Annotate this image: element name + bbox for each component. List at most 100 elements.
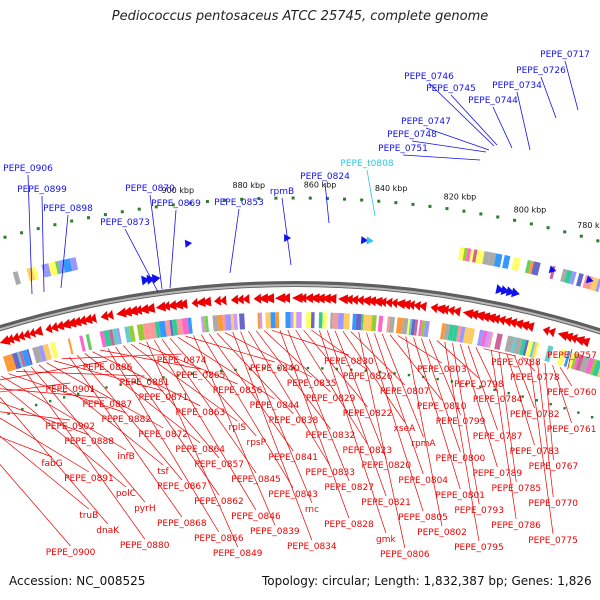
tick-dot [411,202,415,206]
cog-block [524,259,532,274]
tick-dot [277,366,281,370]
cog-block [410,319,416,336]
cog-block [579,355,591,373]
cog-block [171,319,179,336]
label-leader-line [0,464,71,547]
label-leader-line [229,208,240,274]
cog-block [568,352,576,369]
cog-block [423,320,430,338]
gene-label-PEPE_0846: PEPE_0846 [231,512,281,522]
tick-dot [105,386,108,389]
gene-label-rplS: rplS [229,423,247,433]
label-leader-line [324,182,330,224]
tick-dot [3,235,7,239]
label-leader-line [413,337,461,490]
reverse-gene-arrow [50,322,59,332]
label-leader-line [271,329,349,356]
kbp-tick-dots [3,196,600,419]
cog-block [238,313,246,330]
cog-block [420,320,426,337]
tick-dot [21,408,24,411]
cog-block [525,340,534,358]
cog-block [513,337,523,355]
reverse-gene-arrow [367,296,377,307]
cog-block [589,276,599,292]
kbp-tick-label: 900 kbp [161,186,194,195]
tick-dot [234,368,237,372]
gene-label-tsf: tsf [157,467,169,477]
cog-block [265,312,271,329]
reverse-gene-arrow [219,295,227,306]
forward-gene-arrow [184,239,193,248]
cog-block [458,247,465,261]
gene-label-PEPE_0841: PEPE_0841 [268,453,318,463]
reverse-gene-arrow [350,295,359,305]
cog-block [360,314,365,331]
label-leader-line [60,214,69,289]
gene-label-rnc: rnc [305,505,319,515]
label-leader-line [0,383,127,488]
label-leader-line [506,353,535,446]
cog-block [575,273,584,287]
tick-dot [343,197,347,201]
reverse-gene-arrow [236,294,244,305]
forward-gene-arrow [141,275,150,286]
gene-label-PEPE_0898: PEPE_0898 [43,204,93,214]
cog-block [233,313,238,330]
tick-dot [407,373,411,377]
gene-label-PEPE_0853: PEPE_0853 [214,198,264,208]
label-leader-line [514,355,535,409]
forward-gene-arrow [360,236,369,245]
reverse-gene-arrow [379,297,387,308]
gene-label-PEPE_0767: PEPE_0767 [529,462,579,472]
label-leader-line [69,356,183,518]
cog-block [480,330,488,347]
label-leader-line [381,333,424,438]
label-leader-line [193,335,276,526]
label-leader-line [397,335,442,364]
reverse-gene-arrow [213,295,222,306]
gene-label-PEPE_0803: PEPE_0803 [417,365,467,375]
cog-block [187,317,193,334]
cog-block [482,251,491,265]
cog-block [176,318,184,336]
cog-block [54,260,61,275]
reverse-gene-arrow [320,293,331,304]
reverse-gene-arrow [360,295,372,306]
cog-block [477,329,484,347]
cog-block [418,320,423,337]
label-leader-line [467,345,498,431]
forward-gene-arrow [548,265,557,274]
label-leader-line [389,334,442,401]
tick-dot [462,209,466,213]
tick-dot [7,412,10,415]
cog-block [311,312,315,329]
reverse-gene-arrow [502,316,513,327]
gene-label-PEPE_0834: PEPE_0834 [287,542,337,552]
gene-label-PEPE_0775: PEPE_0775 [528,536,578,546]
reverse-gene-arrow [574,336,586,346]
cog-block [408,318,413,335]
tick-dot [223,198,227,202]
label-leader-line [41,195,45,293]
cog-block [443,323,450,341]
gene-label-PEPE_0810: PEPE_0810 [417,402,467,412]
reverse-gene-arrow [116,307,127,318]
reverse-gene-arrow [542,326,551,336]
reverse-strand-genes [0,293,591,348]
reverse-gene-arrow [83,314,93,324]
gene-label-PEPE_0805: PEPE_0805 [398,513,448,523]
tick-dot [535,399,538,402]
label-leader-line [161,339,257,474]
gene-label-PEPE_0821: PEPE_0821 [361,498,411,508]
gene-label-PEPE_0726: PEPE_0726 [516,66,566,76]
gene-label-PEPE_0838: PEPE_0838 [269,416,319,426]
gene-label-PEPE_0891: PEPE_0891 [64,474,114,484]
tick-dot [35,403,38,407]
tick-dot [191,372,194,375]
cog-block [452,325,459,342]
cog-block [212,315,219,332]
gene-label-PEPE_0826: PEPE_0826 [343,372,393,382]
tick-dot [87,216,91,220]
